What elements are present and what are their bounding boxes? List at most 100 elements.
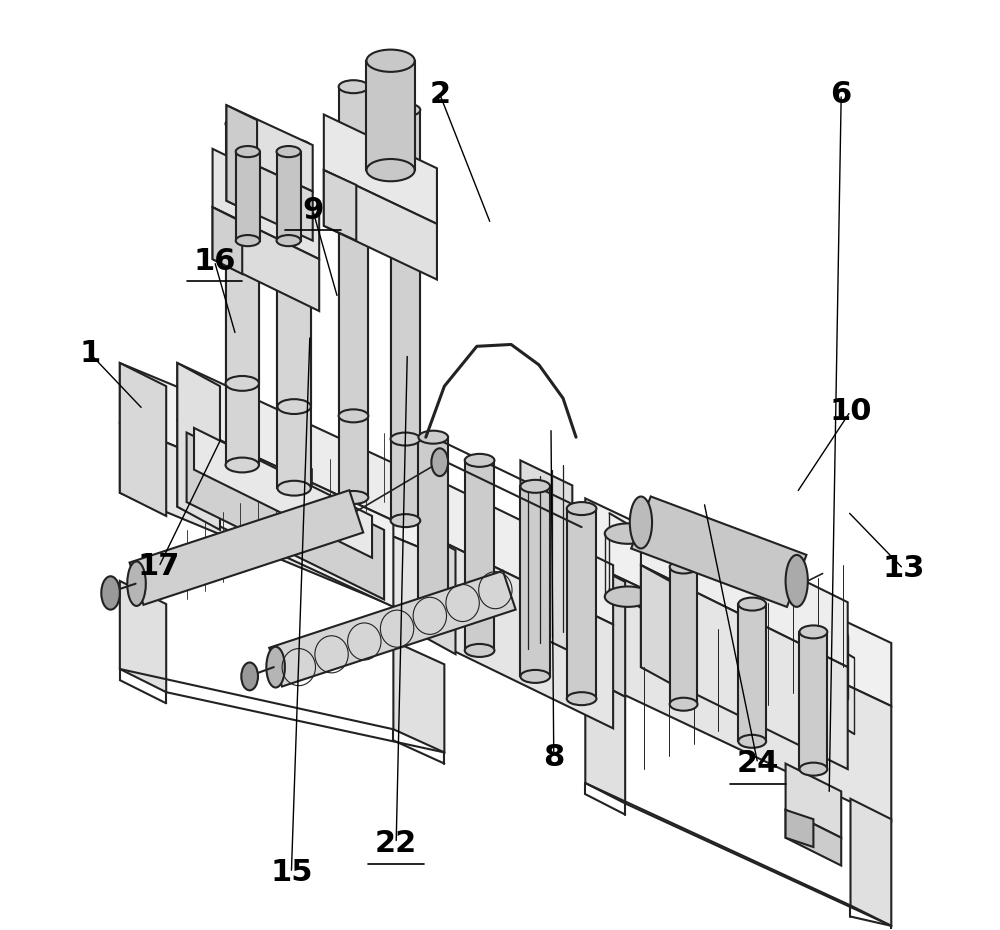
Text: 15: 15 — [270, 858, 313, 887]
Text: 22: 22 — [375, 829, 417, 857]
Ellipse shape — [277, 221, 311, 236]
Ellipse shape — [226, 458, 259, 472]
Polygon shape — [799, 631, 827, 769]
Ellipse shape — [418, 431, 448, 444]
Ellipse shape — [520, 480, 550, 493]
Ellipse shape — [236, 146, 260, 157]
Polygon shape — [738, 604, 766, 741]
Polygon shape — [277, 229, 311, 488]
Polygon shape — [269, 571, 516, 686]
Ellipse shape — [226, 116, 259, 131]
Polygon shape — [339, 168, 368, 498]
Ellipse shape — [391, 103, 420, 116]
Polygon shape — [213, 207, 319, 311]
Ellipse shape — [431, 448, 448, 476]
Polygon shape — [194, 428, 372, 558]
Polygon shape — [324, 170, 356, 241]
Polygon shape — [786, 764, 841, 838]
Ellipse shape — [670, 557, 717, 578]
Polygon shape — [324, 114, 437, 224]
Polygon shape — [177, 363, 220, 530]
Ellipse shape — [127, 562, 146, 606]
Text: 8: 8 — [543, 742, 564, 772]
Polygon shape — [213, 149, 319, 259]
Text: 13: 13 — [882, 554, 925, 583]
Text: 24: 24 — [737, 749, 779, 778]
Ellipse shape — [786, 555, 808, 607]
Ellipse shape — [366, 159, 415, 181]
Text: 6: 6 — [831, 80, 852, 109]
Text: 1: 1 — [80, 339, 101, 368]
Text: 10: 10 — [829, 397, 872, 426]
Ellipse shape — [226, 376, 259, 391]
Polygon shape — [641, 500, 848, 667]
Polygon shape — [786, 810, 813, 847]
Polygon shape — [277, 152, 301, 241]
Polygon shape — [324, 170, 437, 280]
Polygon shape — [226, 152, 313, 241]
Ellipse shape — [418, 620, 448, 633]
Text: 9: 9 — [302, 195, 323, 224]
Ellipse shape — [266, 646, 285, 687]
Ellipse shape — [465, 454, 494, 467]
Ellipse shape — [799, 625, 827, 638]
Ellipse shape — [567, 502, 596, 515]
Polygon shape — [786, 810, 841, 866]
Polygon shape — [585, 562, 625, 697]
Polygon shape — [567, 509, 596, 698]
Ellipse shape — [630, 497, 652, 549]
Text: 17: 17 — [138, 552, 180, 581]
Polygon shape — [670, 567, 697, 704]
Polygon shape — [418, 437, 448, 627]
Ellipse shape — [670, 698, 697, 711]
Ellipse shape — [277, 235, 301, 246]
Polygon shape — [850, 799, 891, 926]
Polygon shape — [391, 192, 420, 521]
Ellipse shape — [236, 235, 260, 246]
Ellipse shape — [339, 80, 368, 93]
Ellipse shape — [801, 688, 848, 709]
Ellipse shape — [339, 409, 368, 422]
Ellipse shape — [277, 146, 301, 157]
Polygon shape — [418, 530, 455, 654]
Ellipse shape — [391, 514, 420, 527]
Ellipse shape — [605, 524, 651, 544]
Ellipse shape — [670, 561, 697, 574]
Polygon shape — [641, 565, 848, 769]
Ellipse shape — [605, 587, 651, 607]
Ellipse shape — [241, 662, 258, 690]
Ellipse shape — [736, 655, 782, 675]
Ellipse shape — [738, 598, 766, 611]
Ellipse shape — [339, 162, 368, 175]
Ellipse shape — [391, 432, 420, 445]
Polygon shape — [641, 565, 678, 687]
Polygon shape — [366, 60, 415, 170]
Ellipse shape — [339, 491, 368, 504]
Polygon shape — [585, 498, 891, 706]
Polygon shape — [236, 152, 260, 241]
Polygon shape — [177, 420, 393, 607]
Ellipse shape — [801, 625, 848, 645]
Ellipse shape — [101, 577, 120, 610]
Polygon shape — [226, 124, 259, 383]
Polygon shape — [391, 110, 420, 439]
Polygon shape — [339, 86, 368, 416]
Ellipse shape — [738, 735, 766, 748]
Polygon shape — [465, 460, 494, 650]
Ellipse shape — [277, 481, 311, 496]
Ellipse shape — [567, 692, 596, 705]
Polygon shape — [130, 490, 363, 604]
Polygon shape — [120, 363, 444, 558]
Polygon shape — [177, 363, 393, 521]
Polygon shape — [226, 105, 313, 192]
Text: 2: 2 — [429, 80, 450, 109]
Polygon shape — [631, 497, 806, 607]
Polygon shape — [585, 676, 625, 804]
Text: 16: 16 — [193, 246, 236, 275]
Polygon shape — [120, 423, 444, 627]
Polygon shape — [418, 530, 613, 728]
Polygon shape — [120, 363, 166, 516]
Ellipse shape — [366, 49, 415, 72]
Polygon shape — [226, 206, 259, 465]
Ellipse shape — [391, 185, 420, 198]
